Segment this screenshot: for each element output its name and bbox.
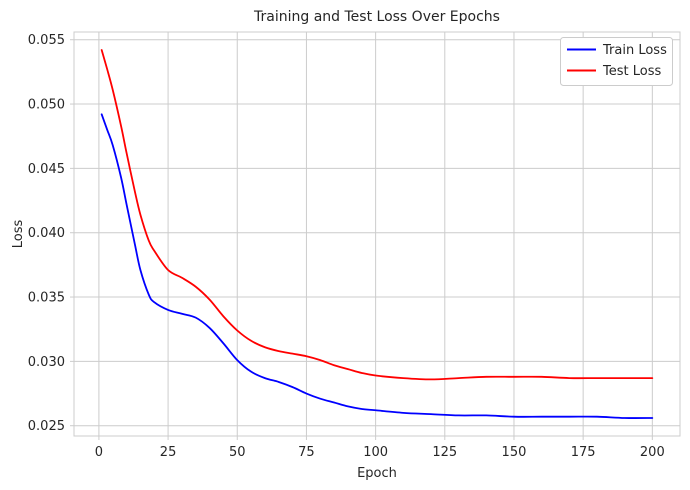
y-tick-label: 0.040 xyxy=(28,226,65,241)
x-tick-label: 150 xyxy=(502,445,527,460)
x-tick-label: 25 xyxy=(160,445,177,460)
y-tick-label: 0.025 xyxy=(28,419,65,434)
tick-marks xyxy=(70,39,653,440)
legend-label-test: Test Loss xyxy=(602,64,661,79)
axes-border xyxy=(73,31,681,437)
x-axis-label: Epoch xyxy=(357,466,397,481)
x-tick-label: 100 xyxy=(363,445,388,460)
x-tick-label: 75 xyxy=(298,445,315,460)
series-line-test-loss xyxy=(100,49,654,381)
x-tick-label: 0 xyxy=(95,445,103,460)
y-tick-label: 0.035 xyxy=(28,291,65,306)
legend: Train Loss Test Loss xyxy=(560,37,673,86)
y-tick-label: 0.030 xyxy=(28,355,65,370)
x-tick-label: 175 xyxy=(571,445,596,460)
x-tick-label: 200 xyxy=(640,445,665,460)
y-tick-label: 0.050 xyxy=(28,98,65,113)
y-axis-label: Loss xyxy=(11,220,26,249)
x-tick-label: 50 xyxy=(229,445,246,460)
series-line-train-loss xyxy=(100,113,654,419)
y-tick-label: 0.045 xyxy=(28,162,65,177)
series-lines xyxy=(100,49,654,419)
legend-label-train: Train Loss xyxy=(602,43,667,58)
x-tick-label: 125 xyxy=(432,445,457,460)
tick-labels: 0 25 50 75 100 125 150 175 200 0.025 0.030 0.035 0.0… xyxy=(28,33,665,460)
y-tick-label: 0.055 xyxy=(28,33,65,48)
gridlines xyxy=(74,32,680,436)
chart-title: Training and Test Loss Over Epochs xyxy=(253,9,500,25)
